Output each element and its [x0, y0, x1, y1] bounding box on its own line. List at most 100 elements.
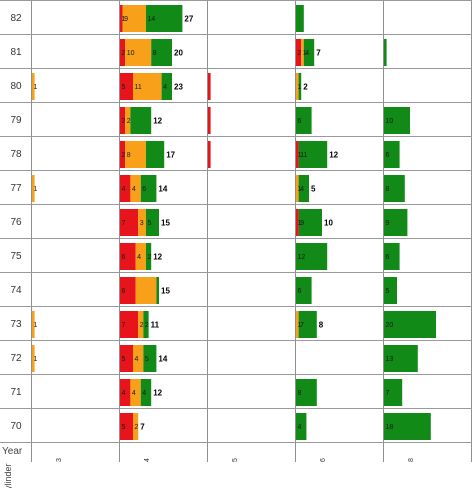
segment-label: 5	[122, 356, 126, 363]
segment-label: 8	[386, 186, 390, 193]
segment-label: 9	[124, 16, 128, 23]
segment-red-bar	[120, 73, 133, 100]
row-header: 76	[10, 217, 22, 228]
segment-green-bar	[156, 277, 159, 304]
segment-red-bar	[296, 141, 299, 168]
segment-label: 4	[132, 390, 136, 397]
segment-orange-bar	[32, 311, 35, 338]
segment-red-bar	[120, 311, 139, 338]
segment-label: 3	[140, 220, 144, 227]
segment-label: 1	[298, 220, 302, 227]
row-header: 81	[10, 47, 22, 58]
segment-red-bar	[120, 413, 133, 440]
segment-red-bar	[208, 141, 211, 168]
segment-label: 14	[148, 16, 156, 23]
segment-label: 4	[142, 390, 146, 397]
segment-label: 4	[122, 390, 126, 397]
segment-green-bar	[384, 277, 397, 304]
total-label: 17	[166, 151, 175, 160]
segment-label: 4	[135, 356, 139, 363]
segment-label: 1	[122, 16, 126, 23]
segment-green-bar	[384, 39, 387, 66]
segment-label: 5	[386, 288, 390, 295]
row-header: 77	[10, 183, 22, 194]
segment-green-bar	[161, 73, 172, 100]
segment-green-bar	[384, 107, 410, 134]
segment-orange-bar	[296, 175, 299, 202]
segment-label: 2	[122, 152, 126, 159]
segment-green-bar	[384, 379, 403, 406]
segment-green-bar	[384, 413, 431, 440]
segment-red-bar	[120, 379, 131, 406]
segment-green-bar	[298, 73, 302, 100]
segment-label: 6	[386, 254, 390, 261]
segment-green-bar	[296, 413, 307, 440]
segment-label: 13	[386, 356, 394, 363]
segment-orange-bar	[138, 209, 146, 236]
segment-label: 7	[386, 390, 390, 397]
row-header: 73	[10, 319, 22, 330]
column-header: 3	[56, 458, 63, 462]
segment-green-bar	[151, 39, 172, 66]
segment-label: 5	[148, 220, 152, 227]
segment-red-bar	[296, 209, 299, 236]
total-label: 14	[158, 355, 167, 364]
segment-label: 1	[34, 322, 38, 329]
segment-green-bar	[146, 5, 183, 32]
segment-green-bar	[146, 209, 159, 236]
segment-red-bar	[120, 209, 139, 236]
segment-label: 8	[298, 390, 302, 397]
segment-label: 6	[122, 288, 126, 295]
total-label: 2	[303, 83, 308, 92]
row-header: 82	[10, 13, 22, 24]
total-label: 15	[161, 219, 170, 228]
segment-orange-bar	[130, 379, 141, 406]
segment-label: 9	[386, 220, 390, 227]
row-header: 74	[10, 285, 22, 296]
segment-label: 18	[386, 424, 394, 431]
segment-green-bar	[140, 379, 152, 406]
segment-green-bar	[296, 277, 312, 304]
total-label: 12	[153, 253, 162, 262]
segment-orange-bar	[135, 243, 146, 270]
segment-red-bar	[120, 39, 126, 66]
segment-label: 11	[300, 152, 307, 159]
segment-green-bar	[384, 175, 405, 202]
total-label: 5	[311, 185, 316, 194]
segment-label: 2	[122, 50, 126, 57]
segment-red-bar	[120, 277, 136, 304]
segment-orange-bar	[125, 107, 131, 134]
row-header: 79	[10, 115, 22, 126]
total-label: 12	[153, 389, 162, 398]
segment-orange-bar	[296, 73, 299, 100]
segment-label: 9	[300, 220, 304, 227]
segment-label: 1	[298, 84, 302, 91]
segment-label: 1	[298, 186, 302, 193]
grid	[0, 0, 472, 462]
segment-orange-bar	[122, 5, 146, 32]
total-label: 12	[153, 117, 162, 126]
segment-green-bar	[296, 379, 317, 406]
column-header: 6	[320, 458, 327, 462]
segment-label: 12	[298, 254, 306, 261]
segment-label: 4	[300, 186, 304, 193]
segment-label: 8	[153, 50, 157, 57]
row-header: 75	[10, 251, 22, 262]
segment-green-bar	[143, 345, 157, 372]
segment-label: 2	[140, 322, 144, 329]
segment-label: 4	[137, 254, 141, 261]
segment-green-bar	[384, 243, 400, 270]
total-label: 27	[184, 15, 193, 24]
segment-label: 4	[122, 186, 126, 193]
segment-green-bar	[384, 345, 418, 372]
segment-label: 4	[298, 424, 302, 431]
segment-label: 2	[127, 118, 131, 125]
column-header: 5	[232, 458, 239, 462]
segment-orange-bar	[130, 175, 141, 202]
segment-label: 6	[386, 152, 390, 159]
segment-orange-bar	[133, 73, 162, 100]
segment-green-bar	[146, 243, 152, 270]
column-field-label: Cylinder	[3, 463, 13, 488]
